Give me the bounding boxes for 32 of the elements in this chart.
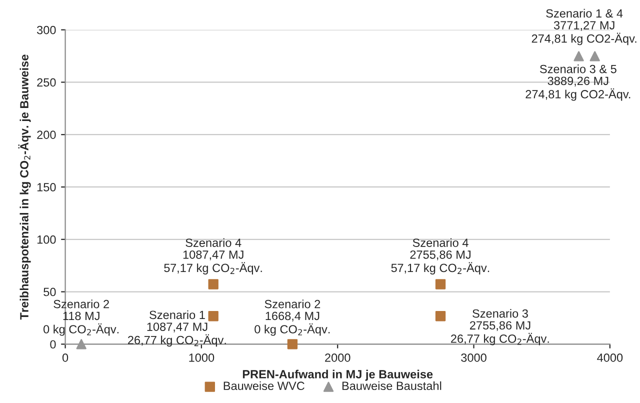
point (287, 339, 298, 350)
point (208, 311, 218, 322)
annotation: Szenario 3 2755,86 MJ 26,77 kg CO$_{2}$-Äqv. (451, 309, 549, 346)
point (590, 51, 600, 62)
x-tick-label: 3000 (461, 354, 486, 362)
y-tick-label: 250 (37, 78, 56, 87)
y-axis-title: Treibhauspotenzial in kg CO$_{2}$-Äqv. je Bauweise (18, 54, 31, 320)
x-tick-label: 1000 (189, 354, 214, 362)
x-tick-label: 0 (62, 354, 68, 362)
annotation: Szenario 2 118 MJ 0 kg CO$_{2}$-Äqv. (44, 300, 119, 336)
legend-label: Bauweise WVC (224, 381, 304, 390)
annotation: Szenario 4 2755,86 MJ 57,17 kg CO$_{2}$-Äqv. (391, 238, 490, 274)
annotation: Szenario 1 & 4 3771,27 MJ 274,81 kg CO2-Äqv. (532, 8, 636, 46)
point (574, 51, 584, 62)
x-tick-label: 4000 (597, 354, 623, 362)
y-tick-label: 100 (37, 235, 56, 244)
x-axis-title: PREN-Aufwand in MJ je Bauweise (242, 370, 433, 381)
y-tick-label: 200 (37, 130, 56, 139)
point (435, 311, 446, 322)
annotation: Szenario 4 1087,47 MJ 57,17 kg CO$_{2}$-Äqv. (164, 238, 262, 274)
y-tick-label: 150 (37, 183, 56, 192)
x-tick-label: 2000 (325, 354, 350, 362)
legend-label: Bauweise Baustahl (342, 381, 442, 390)
point (208, 279, 218, 290)
point (435, 279, 446, 290)
y-tick-label: 300 (37, 26, 56, 34)
annotation: Szenario 2 1668,4 MJ 0 kg CO$_{2}$-Äqv. (254, 300, 330, 336)
annotation: Szenario 3 & 5 3889,26 MJ 274,81 kg CO2-Äqv. (526, 64, 630, 101)
y-tick-label: 50 (44, 288, 56, 296)
point (76, 339, 86, 350)
y-tick-label: 0 (50, 340, 56, 349)
annotation: Szenario 1 1087,47 MJ 26,77 kg CO$_{2}$-Äqv. (128, 310, 226, 347)
